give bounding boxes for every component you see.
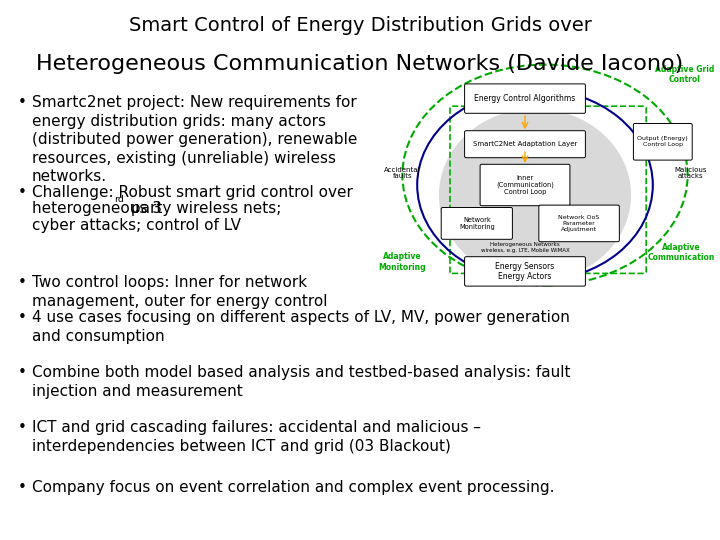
Text: cyber attacks; control of LV: cyber attacks; control of LV <box>32 218 241 233</box>
FancyBboxPatch shape <box>464 131 585 158</box>
Text: Company focus on event correlation and complex event processing.: Company focus on event correlation and c… <box>32 480 554 495</box>
Text: •: • <box>18 365 27 380</box>
Text: 4 use cases focusing on different aspects of LV, MV, power generation
and consum: 4 use cases focusing on different aspect… <box>32 310 570 343</box>
FancyBboxPatch shape <box>539 205 619 242</box>
FancyBboxPatch shape <box>464 84 585 113</box>
Text: Two control loops: Inner for network
management, outer for energy control: Two control loops: Inner for network man… <box>32 275 328 308</box>
Text: Energy Sensors
Energy Actors: Energy Sensors Energy Actors <box>495 262 554 281</box>
Text: Heterogeneous Networks
wireless, e.g. LTE, Mobile WiMAX: Heterogeneous Networks wireless, e.g. LT… <box>481 242 570 253</box>
Text: Smartc2net project: New requirements for
energy distribution grids: many actors
: Smartc2net project: New requirements for… <box>32 95 357 184</box>
Text: Network
Monitoring: Network Monitoring <box>459 217 495 230</box>
FancyBboxPatch shape <box>480 164 570 206</box>
FancyBboxPatch shape <box>634 124 692 160</box>
Text: •: • <box>18 185 27 200</box>
Text: •: • <box>18 420 27 435</box>
Text: ICT and grid cascading failures: accidental and malicious –
interdependencies be: ICT and grid cascading failures: acciden… <box>32 420 481 454</box>
Text: Adaptive
Communication: Adaptive Communication <box>648 242 715 262</box>
Text: Smart Control of Energy Distribution Grids over: Smart Control of Energy Distribution Gri… <box>129 16 591 35</box>
Text: Combine both model based analysis and testbed-based analysis: fault
injection an: Combine both model based analysis and te… <box>32 365 570 399</box>
Text: SmartC2Net Adaptation Layer: SmartC2Net Adaptation Layer <box>473 141 577 147</box>
Text: •: • <box>18 95 27 110</box>
Text: Malicious
attacks: Malicious attacks <box>675 166 707 179</box>
Text: rd: rd <box>114 195 125 204</box>
Text: Challenge: Robust smart grid control over: Challenge: Robust smart grid control ove… <box>32 185 353 200</box>
Text: party wireless nets;: party wireless nets; <box>125 201 281 217</box>
Text: Heterogeneous Communication Networks (Davide Iacono): Heterogeneous Communication Networks (Da… <box>37 54 683 74</box>
FancyBboxPatch shape <box>441 207 513 239</box>
Text: Accidental
faults: Accidental faults <box>384 166 420 179</box>
Text: •: • <box>18 310 27 325</box>
Text: •: • <box>18 275 27 290</box>
Text: heterogeneous 3: heterogeneous 3 <box>32 201 162 217</box>
Text: Energy Control Algorithms: Energy Control Algorithms <box>474 94 575 103</box>
Text: Inner
(Communication)
Control Loop: Inner (Communication) Control Loop <box>496 175 554 195</box>
Text: Adaptive Grid
Control: Adaptive Grid Control <box>654 65 714 84</box>
Text: Network OoS
Parameter
Adjustment: Network OoS Parameter Adjustment <box>559 215 600 232</box>
Text: •: • <box>18 480 27 495</box>
FancyBboxPatch shape <box>464 256 585 286</box>
Text: Output (Energy)
Control Loop: Output (Energy) Control Loop <box>637 137 688 147</box>
Text: Adaptive
Monitoring: Adaptive Monitoring <box>379 252 426 272</box>
Ellipse shape <box>439 109 631 281</box>
